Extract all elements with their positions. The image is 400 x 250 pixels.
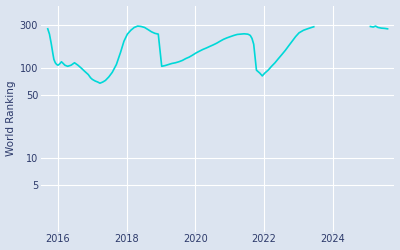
Y-axis label: World Ranking: World Ranking — [6, 81, 16, 156]
